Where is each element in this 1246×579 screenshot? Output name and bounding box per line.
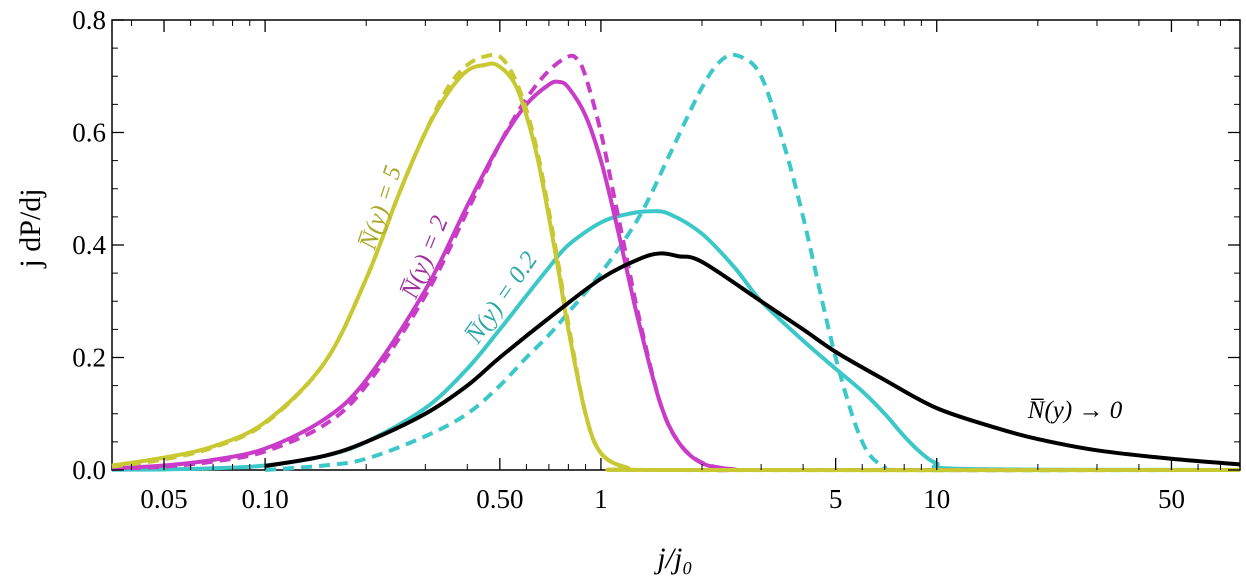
- y-tick-label: 0.8: [72, 5, 106, 35]
- x-axis-title: j/j₀: [653, 542, 692, 575]
- y-tick-label: 0.2: [72, 343, 106, 373]
- ticks: 0.05 0.10 0.50 1 5 10 50 0.0 0.2 0.4 0.6 0.8: [72, 5, 1241, 514]
- y-tick-label: 0.0: [72, 455, 106, 485]
- series-line-5: [264, 52, 1241, 473]
- x-tick-label: 0.05: [140, 484, 187, 514]
- curve-label-3: N̅(y) → 0: [1027, 397, 1123, 424]
- x-tick-label: 1: [594, 484, 608, 514]
- series-line-4: [111, 209, 1241, 472]
- x-tick-label: 5: [829, 484, 843, 514]
- curve-label-0: N̅(y) = 5: [354, 162, 407, 253]
- series-line-1: [111, 52, 1241, 473]
- series-line-0: [111, 61, 1241, 473]
- x-tick-label: 10: [923, 484, 950, 514]
- x-tick-label: 0.10: [241, 484, 288, 514]
- y-tick-label: 0.4: [72, 230, 106, 260]
- series-line-6: [264, 251, 1241, 469]
- x-tick-label: 50: [1158, 484, 1185, 514]
- x-tick-label: 0.50: [476, 484, 523, 514]
- curve-label-1: N̅(y) = 2: [396, 212, 454, 303]
- curves: [111, 52, 1241, 473]
- y-tick-label: 0.6: [72, 118, 106, 148]
- y-axis-title: j dP/dj: [14, 188, 47, 268]
